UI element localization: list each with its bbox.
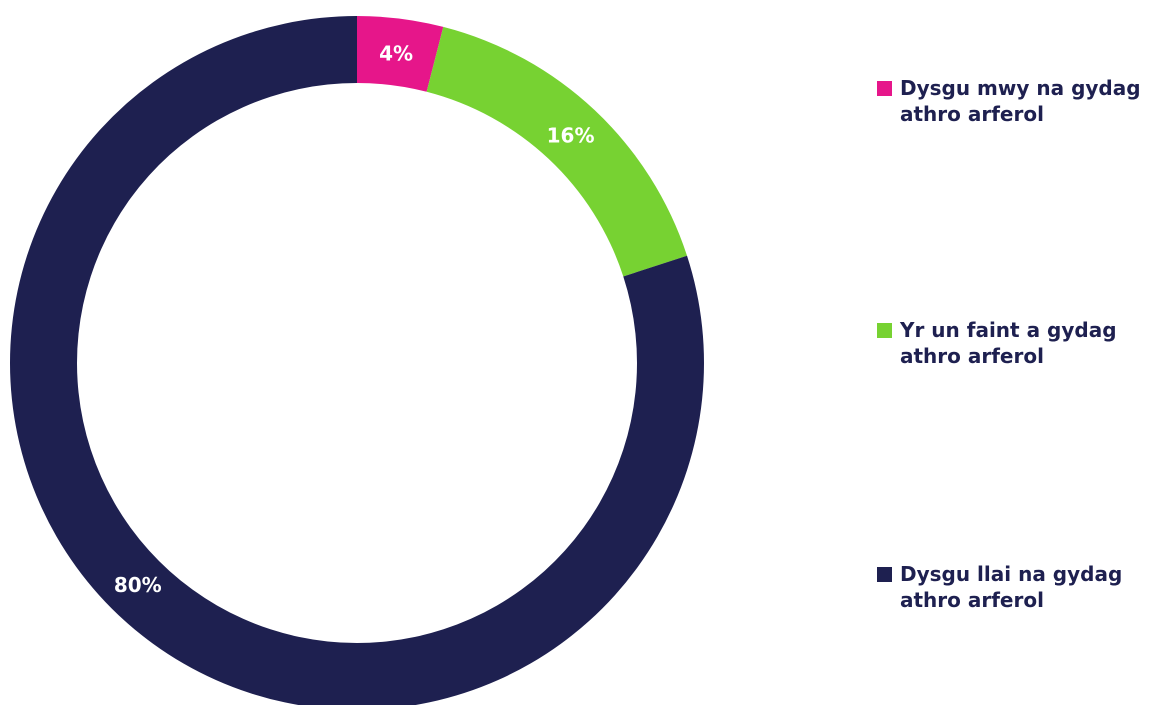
legend-label-more: Dysgu mwy na gydag athro arferol xyxy=(900,76,1141,126)
legend-swatch-more xyxy=(877,81,892,96)
donut-slices xyxy=(10,16,704,705)
donut-labels: 4% 16% 80% xyxy=(114,41,595,597)
legend-swatch-less xyxy=(877,567,892,582)
donut-slice-same xyxy=(426,26,688,277)
donut-slice-more xyxy=(357,16,444,92)
legend: Dysgu mwy na gydag athro arferol Yr un f… xyxy=(877,0,1167,705)
legend-label-same: Yr un faint a gydag athro arferol xyxy=(900,318,1117,368)
donut-label-same: 16% xyxy=(547,124,595,148)
donut-label-more: 4% xyxy=(379,41,413,65)
donut-label-less: 80% xyxy=(114,573,162,597)
legend-label-less: Dysgu llai na gydag athro arferol xyxy=(900,562,1123,612)
legend-swatch-same xyxy=(877,323,892,338)
